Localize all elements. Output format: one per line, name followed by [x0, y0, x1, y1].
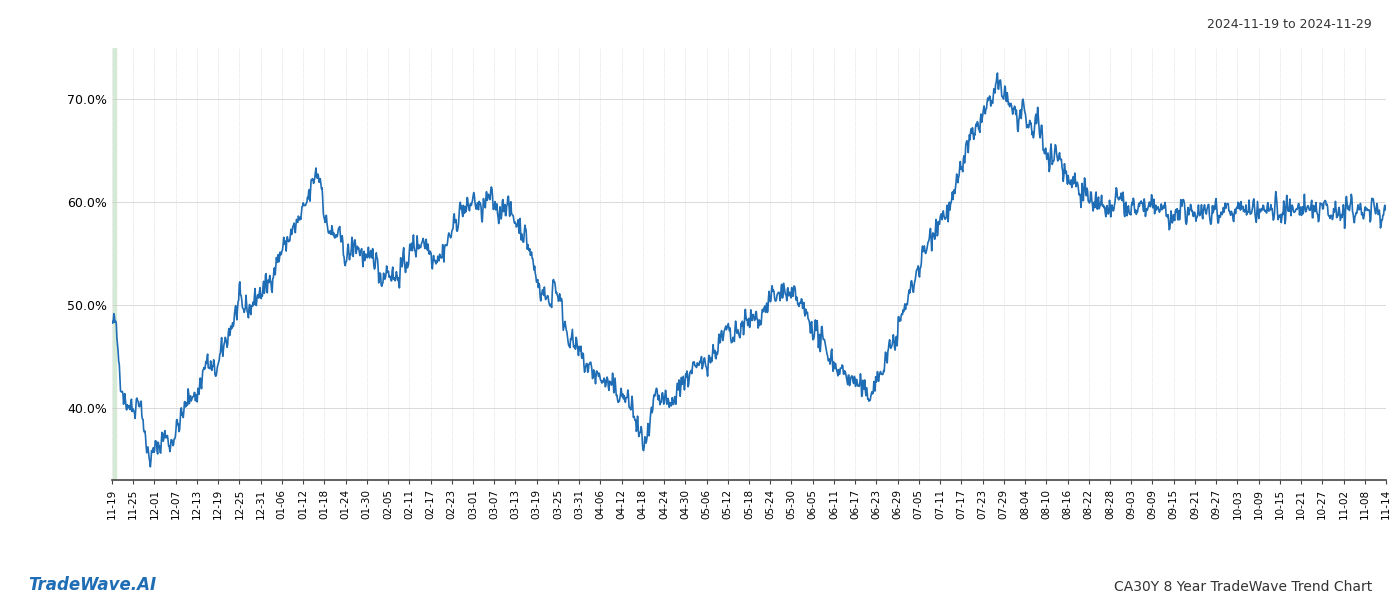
Bar: [112, 48, 116, 480]
Text: TradeWave.AI: TradeWave.AI: [28, 576, 157, 594]
Text: CA30Y 8 Year TradeWave Trend Chart: CA30Y 8 Year TradeWave Trend Chart: [1114, 580, 1372, 594]
Text: 2024-11-19 to 2024-11-29: 2024-11-19 to 2024-11-29: [1207, 18, 1372, 31]
